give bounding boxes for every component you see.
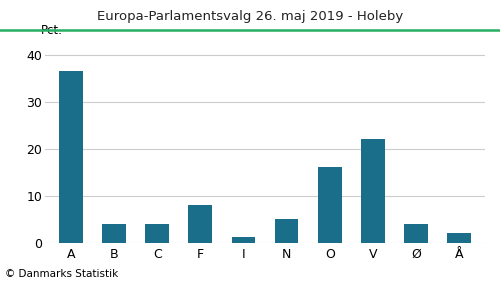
Bar	[448, 233, 471, 243]
Bar	[274, 219, 298, 243]
Bar	[102, 224, 126, 243]
Text: Pct.: Pct.	[40, 24, 62, 37]
Bar	[146, 224, 169, 243]
Bar	[404, 224, 428, 243]
Bar	[318, 167, 342, 243]
Bar	[361, 139, 384, 243]
Bar	[188, 205, 212, 243]
Text: Europa-Parlamentsvalg 26. maj 2019 - Holeby: Europa-Parlamentsvalg 26. maj 2019 - Hol…	[97, 10, 403, 23]
Bar	[232, 237, 256, 243]
Text: © Danmarks Statistik: © Danmarks Statistik	[5, 269, 118, 279]
Bar	[59, 71, 82, 243]
